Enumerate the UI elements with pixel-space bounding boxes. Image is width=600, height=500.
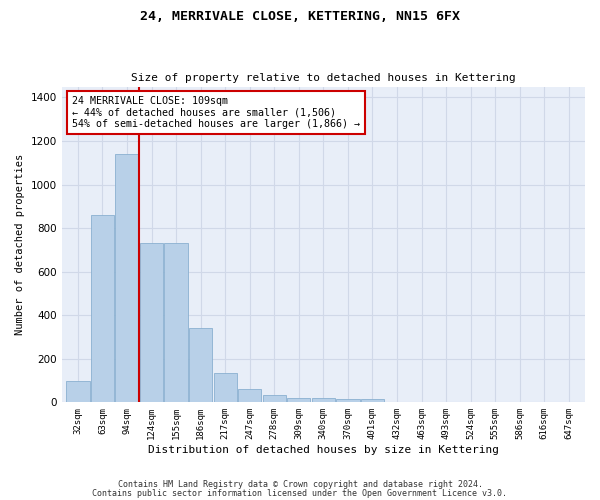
Bar	[115, 154, 139, 402]
Bar	[66, 380, 89, 402]
Bar	[189, 328, 212, 402]
Bar	[164, 244, 188, 402]
Text: Contains HM Land Registry data © Crown copyright and database right 2024.: Contains HM Land Registry data © Crown c…	[118, 480, 482, 489]
Bar	[91, 215, 114, 402]
Text: Contains public sector information licensed under the Open Government Licence v3: Contains public sector information licen…	[92, 490, 508, 498]
Bar	[214, 373, 237, 402]
Text: 24 MERRIVALE CLOSE: 109sqm
← 44% of detached houses are smaller (1,506)
54% of s: 24 MERRIVALE CLOSE: 109sqm ← 44% of deta…	[72, 96, 360, 129]
X-axis label: Distribution of detached houses by size in Kettering: Distribution of detached houses by size …	[148, 445, 499, 455]
Bar	[263, 394, 286, 402]
Bar	[140, 244, 163, 402]
Bar	[361, 399, 384, 402]
Bar	[336, 399, 359, 402]
Bar	[238, 390, 262, 402]
Bar	[311, 398, 335, 402]
Y-axis label: Number of detached properties: Number of detached properties	[15, 154, 25, 335]
Bar	[287, 398, 310, 402]
Title: Size of property relative to detached houses in Kettering: Size of property relative to detached ho…	[131, 73, 516, 83]
Text: 24, MERRIVALE CLOSE, KETTERING, NN15 6FX: 24, MERRIVALE CLOSE, KETTERING, NN15 6FX	[140, 10, 460, 23]
